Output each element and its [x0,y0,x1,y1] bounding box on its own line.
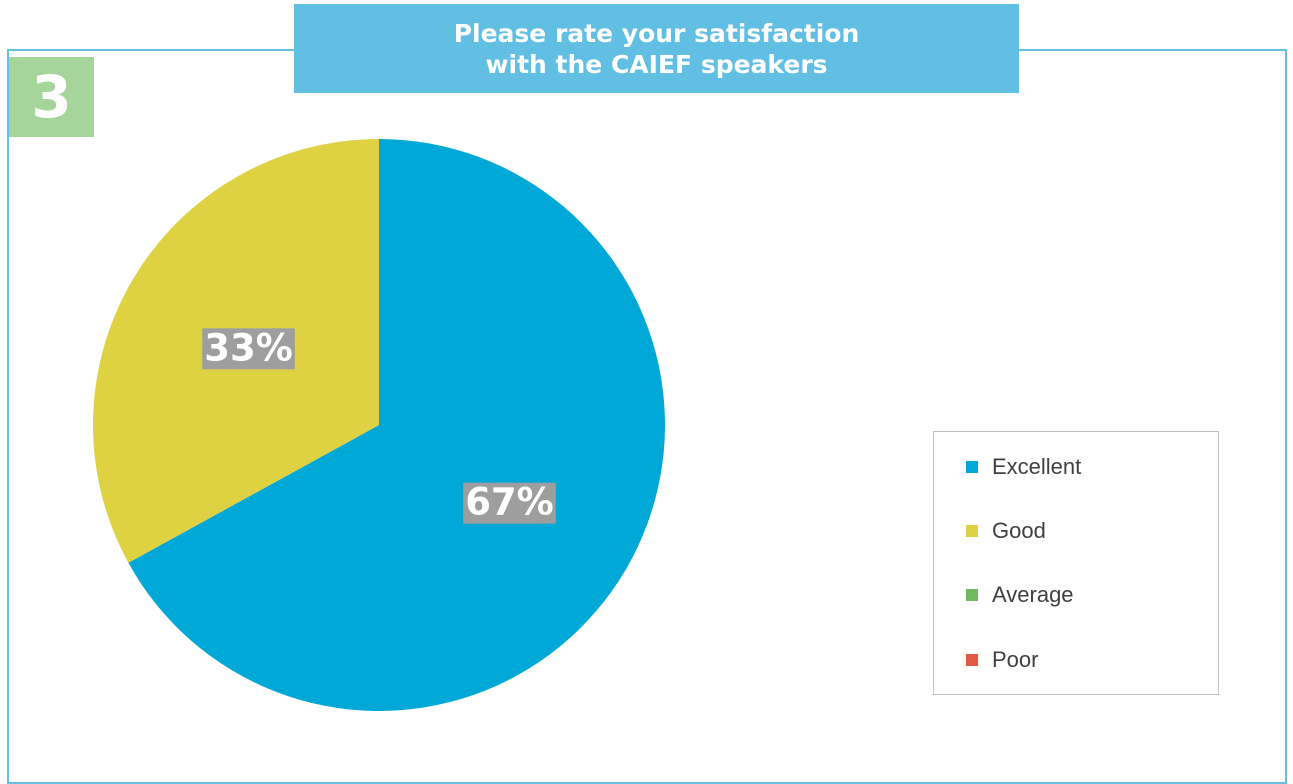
legend-item-good: Good [966,518,1046,544]
legend-swatch-poor [966,654,978,666]
legend-swatch-average [966,589,978,601]
pie-label-background [463,482,556,524]
pie-label-excellent: 67% [463,481,556,524]
legend-swatch-good [966,525,978,537]
legend-label-average: Average [992,582,1074,607]
pie-label-good: 33% [202,326,295,370]
legend-swatch-excellent [966,461,978,473]
chart-title-line-1: Please rate your satisfaction [453,18,860,48]
legend-item-excellent: Excellent [966,454,1081,480]
legend-label-excellent: Excellent [992,454,1082,479]
legend-label-good: Good [992,518,1046,543]
chart-legend: Excellent Good Average Poor [933,431,1219,695]
pie-labels: 67% 33% [202,326,556,524]
pie-slices [93,139,666,711]
legend-item-average: Average [966,582,1074,608]
legend-item-poor: Poor [966,647,1038,673]
chart-title-line-2: with the CAIEF speakers [485,49,828,79]
legend-label-poor: Poor [992,647,1039,672]
chart-title: Please rate your satisfaction with the C… [294,4,1019,93]
pie-label-text: 67% [465,481,554,524]
pie-label-background [202,328,295,370]
pie-slice-excellent [128,139,666,711]
question-number-badge: 3 [9,57,94,137]
pie-label-text: 33% [204,326,293,369]
